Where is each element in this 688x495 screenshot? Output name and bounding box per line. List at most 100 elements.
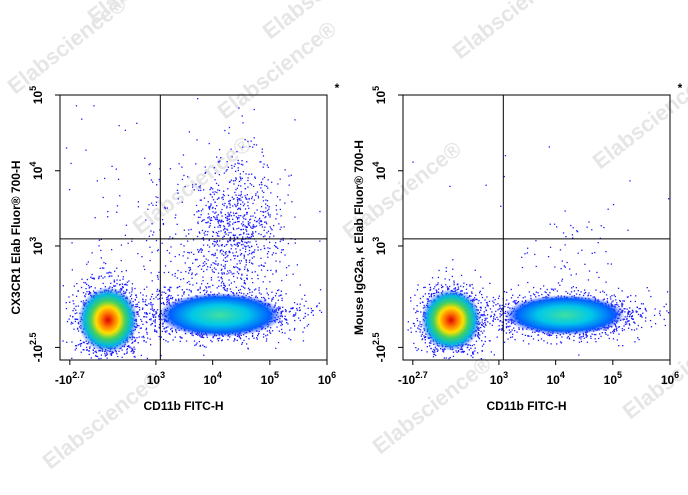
event-dot: [212, 285, 213, 286]
event-dot: [422, 332, 423, 333]
event-dot: [216, 205, 217, 206]
event-dot: [138, 316, 139, 317]
event-dot: [217, 338, 218, 339]
event-dot: [78, 344, 79, 345]
event-dot: [251, 234, 252, 235]
event-dot: [116, 169, 117, 170]
event-dot: [75, 349, 76, 350]
event-dot: [221, 215, 222, 216]
event-dot: [248, 245, 249, 246]
event-dot: [212, 188, 213, 189]
event-dot: [241, 293, 242, 294]
event-dot: [73, 303, 74, 304]
event-dot: [294, 302, 295, 303]
event-dot: [251, 295, 252, 296]
event-dot: [237, 218, 238, 219]
event-dot: [233, 273, 234, 274]
event-dot: [438, 270, 439, 271]
event-dot: [480, 327, 481, 328]
event-dot: [120, 288, 121, 289]
event-dot: [232, 219, 233, 220]
event-dot: [223, 229, 224, 230]
event-dot: [228, 279, 229, 280]
event-dot: [84, 295, 85, 296]
event-dot: [169, 289, 170, 290]
event-dot: [122, 357, 123, 358]
event-dot: [217, 226, 218, 227]
event-dot: [463, 283, 464, 284]
event-dot: [75, 321, 76, 322]
event-dot: [149, 247, 150, 248]
event-dot: [170, 329, 171, 330]
event-dot: [291, 175, 292, 176]
event-dot: [237, 209, 238, 210]
event-dot: [166, 299, 167, 300]
event-dot: [200, 288, 201, 289]
event-dot: [267, 165, 268, 166]
event-dot: [149, 236, 150, 237]
event-dot: [231, 248, 232, 249]
event-dot: [252, 252, 253, 253]
event-dot: [218, 263, 219, 264]
event-dot: [167, 301, 168, 302]
event-dot: [240, 195, 241, 196]
event-dot: [217, 240, 218, 241]
event-dot: [280, 325, 281, 326]
event-dot: [200, 200, 201, 201]
event-dot: [276, 214, 277, 215]
event-dot: [74, 318, 75, 319]
event-dot: [483, 326, 484, 327]
event-dot: [76, 283, 77, 284]
event-dot: [220, 250, 221, 251]
event-dot: [257, 278, 258, 279]
event-dot: [257, 339, 258, 340]
event-dot: [156, 331, 157, 332]
y-tick-label: 105: [28, 86, 45, 104]
event-dot: [66, 302, 67, 303]
event-dot: [221, 253, 222, 254]
event-dot: [217, 249, 218, 250]
event-dot: [261, 182, 262, 183]
event-dot: [91, 357, 92, 358]
event-dot: [267, 247, 268, 248]
event-dot: [95, 351, 96, 352]
event-dot: [217, 219, 218, 220]
event-dot: [110, 272, 111, 273]
event-dot: [146, 286, 147, 287]
event-dot: [411, 332, 412, 333]
event-dot: [246, 199, 247, 200]
event-dot: [262, 211, 263, 212]
event-dot: [255, 271, 256, 272]
event-dot: [225, 264, 226, 265]
event-dot: [251, 278, 252, 279]
event-dot: [263, 336, 264, 337]
event-dot: [275, 242, 276, 243]
event-dot: [478, 303, 479, 304]
event-dot: [172, 298, 173, 299]
event-dot: [170, 168, 171, 169]
event-dot: [131, 241, 132, 242]
event-dot: [157, 309, 158, 310]
event-dot: [237, 217, 238, 218]
event-dot: [230, 272, 231, 273]
event-dot: [238, 290, 239, 291]
event-dot: [211, 341, 212, 342]
event-dot: [281, 298, 282, 299]
event-dot: [254, 144, 255, 145]
tick-base: 10: [31, 91, 45, 105]
event-dot: [471, 293, 472, 294]
event-dot: [165, 332, 166, 333]
event-dot: [131, 294, 132, 295]
event-dot: [215, 208, 216, 209]
event-dot: [146, 328, 147, 329]
event-dot: [202, 345, 203, 346]
event-dot: [76, 105, 77, 106]
event-dot: [132, 289, 133, 290]
event-dot: [230, 259, 231, 260]
event-dot: [237, 256, 238, 257]
event-dot: [193, 239, 194, 240]
event-dot: [231, 245, 232, 246]
event-dot: [489, 283, 490, 284]
event-dot: [216, 217, 217, 218]
event-dot: [217, 287, 218, 288]
